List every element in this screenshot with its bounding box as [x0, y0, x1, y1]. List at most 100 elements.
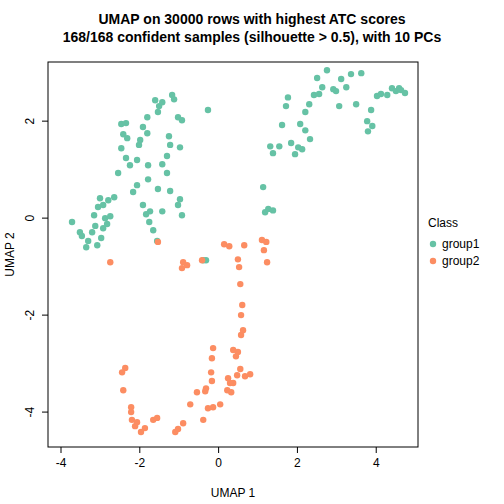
- point: [119, 369, 125, 375]
- point: [384, 92, 390, 98]
- point: [107, 213, 113, 219]
- point: [140, 202, 146, 208]
- point: [369, 123, 375, 129]
- x-tick-label: 4: [373, 456, 380, 470]
- legend-title: Class: [428, 216, 458, 230]
- point: [175, 202, 181, 208]
- x-tick-label: 0: [215, 456, 222, 470]
- point: [247, 371, 253, 377]
- point: [180, 420, 186, 426]
- points: [69, 67, 408, 435]
- point: [167, 188, 173, 194]
- point: [228, 389, 234, 395]
- x-tick-label: -2: [134, 456, 145, 470]
- point: [89, 229, 95, 235]
- chart: UMAP on 30000 rows with highest ATC scor…: [0, 0, 504, 504]
- x-tick: [218, 447, 219, 453]
- point: [175, 426, 181, 432]
- point: [336, 103, 342, 109]
- point: [83, 244, 89, 250]
- point: [260, 184, 266, 190]
- y-tick-label: 2: [23, 117, 37, 124]
- point: [179, 212, 185, 218]
- point: [205, 107, 211, 113]
- x-tick-label: -4: [56, 456, 67, 470]
- point: [378, 91, 384, 97]
- point: [353, 101, 359, 107]
- point: [128, 409, 134, 415]
- point: [140, 124, 146, 130]
- point: [316, 91, 322, 97]
- point: [208, 369, 214, 375]
- point: [402, 90, 408, 96]
- point: [210, 404, 216, 410]
- point: [177, 196, 183, 202]
- point: [302, 109, 308, 115]
- point: [217, 401, 223, 407]
- point: [307, 136, 313, 142]
- point: [233, 353, 239, 359]
- x-axis-label: UMAP 1: [211, 486, 256, 500]
- point: [154, 415, 160, 421]
- point: [209, 355, 215, 361]
- x-tick: [61, 447, 62, 453]
- point: [145, 176, 151, 182]
- point: [209, 378, 215, 384]
- point: [69, 219, 75, 225]
- point: [100, 202, 106, 208]
- point: [302, 127, 308, 133]
- point: [319, 84, 325, 90]
- point: [98, 235, 104, 241]
- point: [123, 155, 129, 161]
- point: [368, 107, 374, 113]
- point: [202, 388, 208, 394]
- point: [225, 375, 231, 381]
- point: [237, 281, 243, 287]
- point: [159, 208, 165, 214]
- x-tick-label: 2: [294, 456, 301, 470]
- point: [130, 189, 136, 195]
- point: [200, 417, 206, 423]
- point: [179, 265, 185, 271]
- point: [171, 96, 177, 102]
- y-tick: [42, 315, 48, 316]
- point: [155, 239, 161, 245]
- point: [134, 419, 140, 425]
- legend: Classgroup1group2: [428, 216, 480, 268]
- y-tick: [42, 412, 48, 413]
- y-axis-label: UMAP 2: [3, 232, 17, 277]
- point: [263, 239, 269, 245]
- point: [118, 145, 124, 151]
- point: [306, 101, 312, 107]
- point: [226, 243, 232, 249]
- y-tick-label: -4: [23, 406, 37, 417]
- point: [100, 225, 106, 231]
- point: [236, 264, 242, 270]
- point: [154, 238, 160, 244]
- point: [194, 389, 200, 395]
- point: [333, 88, 339, 94]
- point: [210, 345, 216, 351]
- point: [343, 84, 349, 90]
- point: [279, 122, 285, 128]
- point: [144, 130, 150, 136]
- point: [270, 207, 276, 213]
- point: [264, 259, 270, 265]
- point: [150, 227, 156, 233]
- point: [199, 257, 205, 263]
- x-tick: [139, 447, 140, 453]
- point: [164, 153, 170, 159]
- point: [145, 162, 151, 168]
- point: [348, 71, 354, 77]
- point: [267, 143, 273, 149]
- point: [230, 347, 236, 353]
- point: [365, 128, 371, 134]
- point: [124, 135, 130, 141]
- point: [105, 197, 111, 203]
- point: [120, 387, 126, 393]
- point: [142, 425, 148, 431]
- legend-marker: [430, 241, 436, 247]
- point: [164, 170, 170, 176]
- point: [127, 162, 133, 168]
- point: [288, 140, 294, 146]
